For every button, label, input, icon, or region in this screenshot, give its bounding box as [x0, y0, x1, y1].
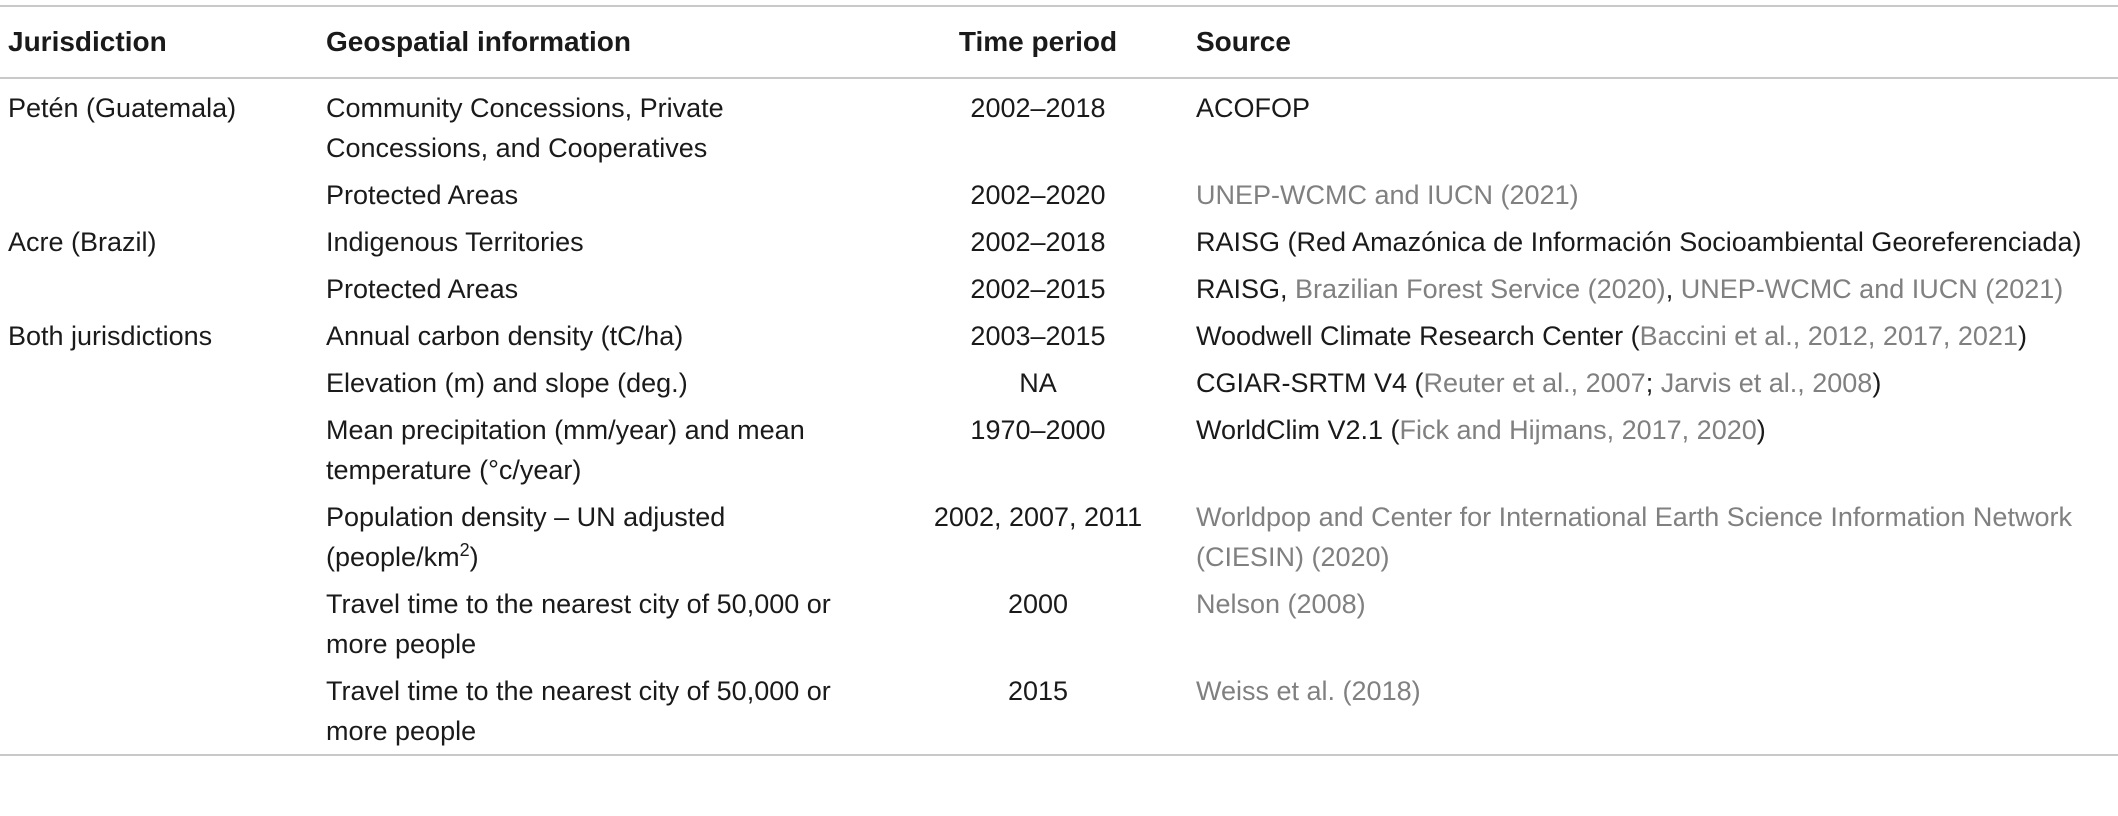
cell-geospatial-information: Community Concessions, Private Concessio… — [326, 93, 724, 163]
table-row: Both jurisdictions Annual carbon density… — [0, 312, 2118, 359]
cell-source: RAISG (Red Amazónica de Información Soci… — [1188, 218, 2118, 265]
source-text: RAISG (Red Amazónica de Información Soci… — [1196, 227, 2082, 257]
header-row: Jurisdiction Geospatial information Time… — [0, 6, 2118, 78]
header-time-period: Time period — [958, 26, 1118, 57]
table-row: Mean precipitation (mm/year) and mean te… — [0, 406, 2118, 493]
source-text: WorldClim V2.1 ( — [1196, 415, 1400, 445]
data-sources-table-container: Jurisdiction Geospatial information Time… — [0, 5, 2118, 756]
cell-jurisdiction — [0, 171, 318, 218]
source-text: RAISG, — [1196, 274, 1296, 304]
cell-geospatial-information: Protected Areas — [326, 274, 519, 304]
citation-link[interactable]: Nelson (2008) — [1196, 589, 1366, 619]
citation-link[interactable]: UNEP-WCMC and IUCN (2021) — [1680, 274, 2064, 304]
cell-source: ACOFOP — [1188, 78, 2118, 171]
cell-geospatial-information: Protected Areas — [326, 180, 519, 210]
citation-link[interactable]: Baccini et al., 2012, 2017, 2021 — [1639, 321, 2018, 351]
cell-jurisdiction — [0, 265, 318, 312]
cell-geospatial-information: Mean precipitation (mm/year) and mean te… — [326, 415, 805, 485]
cell-source: RAISG, Brazilian Forest Service (2020), … — [1188, 265, 2118, 312]
cell-time-period: 2002–2015 — [970, 274, 1106, 304]
table-row: Protected Areas 2002–2015 RAISG, Brazili… — [0, 265, 2118, 312]
source-text: , — [1665, 274, 1681, 304]
table-row: Petén (Guatemala) Community Concessions,… — [0, 78, 2118, 171]
cell-jurisdiction — [0, 406, 318, 493]
cell-time-period: NA — [1019, 368, 1057, 398]
cell-time-period: 2003–2015 — [970, 321, 1106, 351]
cell-time-period: 2000 — [1007, 589, 1069, 619]
source-text: ; — [1645, 368, 1661, 398]
cell-time-period: 2015 — [1007, 676, 1069, 706]
citation-link[interactable]: UNEP-WCMC and IUCN (2021) — [1196, 180, 1579, 210]
table-row: Acre (Brazil) Indigenous Territories 200… — [0, 218, 2118, 265]
cell-source: WorldClim V2.1 (Fick and Hijmans, 2017, … — [1188, 406, 2118, 493]
geo-text: Population density – UN adjusted (people… — [326, 502, 726, 572]
cell-source: Nelson (2008) — [1188, 580, 2118, 667]
source-text: ) — [2017, 321, 2027, 351]
cell-time-period: 1970–2000 — [970, 415, 1106, 445]
cell-time-period: 2002–2020 — [970, 180, 1106, 210]
cell-time-period: 2002–2018 — [970, 93, 1106, 123]
source-text: CGIAR-SRTM V4 ( — [1196, 368, 1424, 398]
cell-geospatial-information: Annual carbon density (tC/ha) — [326, 321, 684, 351]
header-source: Source — [1196, 26, 1291, 57]
citation-link[interactable]: Fick and Hijmans, 2017, 2020 — [1399, 415, 1757, 445]
cell-jurisdiction — [0, 580, 318, 667]
header-jurisdiction: Jurisdiction — [8, 26, 167, 57]
cell-geospatial-information: Elevation (m) and slope (deg.) — [326, 368, 688, 398]
table-row: Elevation (m) and slope (deg.) NA CGIAR-… — [0, 359, 2118, 406]
table-row: Travel time to the nearest city of 50,00… — [0, 580, 2118, 667]
cell-jurisdiction: Both jurisdictions — [8, 321, 213, 351]
cell-jurisdiction: Petén (Guatemala) — [8, 93, 237, 123]
source-text: ACOFOP — [1196, 93, 1311, 123]
table-body: Petén (Guatemala) Community Concessions,… — [0, 78, 2118, 755]
cell-source: Weiss et al. (2018) — [1188, 667, 2118, 755]
cell-jurisdiction — [0, 493, 318, 580]
table-header: Jurisdiction Geospatial information Time… — [0, 6, 2118, 78]
cell-geospatial-information: Travel time to the nearest city of 50,00… — [326, 676, 831, 746]
citation-link[interactable]: Worldpop and Center for International Ea… — [1196, 502, 2072, 572]
source-text: ) — [1872, 368, 1882, 398]
superscript: 2 — [459, 540, 470, 560]
citation-link[interactable]: Brazilian Forest Service (2020) — [1295, 274, 1666, 304]
data-sources-table: Jurisdiction Geospatial information Time… — [0, 5, 2118, 756]
header-geospatial-information: Geospatial information — [326, 26, 631, 57]
geo-text-end: ) — [469, 542, 479, 572]
cell-source: Worldpop and Center for International Ea… — [1188, 493, 2118, 580]
citation-link[interactable]: Reuter et al., 2007 — [1423, 368, 1646, 398]
cell-jurisdiction — [0, 359, 318, 406]
cell-geospatial-information: Travel time to the nearest city of 50,00… — [326, 589, 831, 659]
table-row: Population density – UN adjusted (people… — [0, 493, 2118, 580]
cell-geospatial-information: Indigenous Territories — [326, 227, 584, 257]
table-row: Travel time to the nearest city of 50,00… — [0, 667, 2118, 755]
cell-source: CGIAR-SRTM V4 (Reuter et al., 2007; Jarv… — [1188, 359, 2118, 406]
citation-link[interactable]: Weiss et al. (2018) — [1196, 676, 1421, 706]
cell-time-period: 2002, 2007, 2011 — [933, 502, 1143, 532]
table-row: Protected Areas 2002–2020 UNEP-WCMC and … — [0, 171, 2118, 218]
cell-source: Woodwell Climate Research Center (Baccin… — [1188, 312, 2118, 359]
cell-geospatial-information: Population density – UN adjusted (people… — [318, 493, 888, 580]
source-text: Woodwell Climate Research Center ( — [1196, 321, 1640, 351]
source-text: ) — [1756, 415, 1766, 445]
cell-time-period: 2002–2018 — [970, 227, 1106, 257]
cell-jurisdiction: Acre (Brazil) — [8, 227, 157, 257]
cell-source: UNEP-WCMC and IUCN (2021) — [1188, 171, 2118, 218]
cell-jurisdiction — [0, 667, 318, 755]
citation-link[interactable]: Jarvis et al., 2008 — [1660, 368, 1873, 398]
